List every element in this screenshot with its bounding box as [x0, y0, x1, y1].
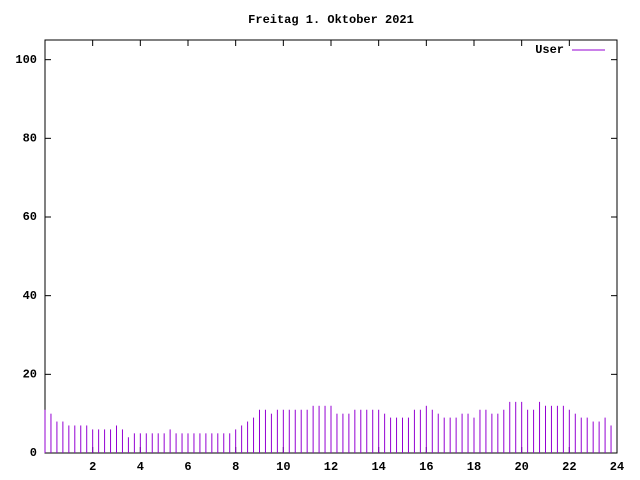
x-tick-label: 2	[89, 460, 96, 474]
y-tick-label: 100	[15, 53, 37, 67]
x-tick-label: 22	[562, 460, 576, 474]
x-tick-label: 4	[137, 460, 144, 474]
x-tick-label: 18	[467, 460, 481, 474]
y-tick-label: 20	[23, 368, 37, 382]
legend-label: User	[535, 43, 564, 57]
x-tick-label: 12	[324, 460, 338, 474]
x-tick-label: 16	[419, 460, 433, 474]
x-tick-label: 14	[371, 460, 385, 474]
y-tick-label: 60	[23, 210, 37, 224]
y-tick-label: 0	[30, 446, 37, 460]
chart-title: Freitag 1. Oktober 2021	[248, 13, 414, 27]
x-tick-label: 24	[610, 460, 624, 474]
x-tick-label: 6	[184, 460, 191, 474]
x-tick-label: 20	[514, 460, 528, 474]
x-tick-label: 8	[232, 460, 239, 474]
x-tick-label: 10	[276, 460, 290, 474]
y-tick-label: 80	[23, 132, 37, 146]
y-tick-label: 40	[23, 289, 37, 303]
